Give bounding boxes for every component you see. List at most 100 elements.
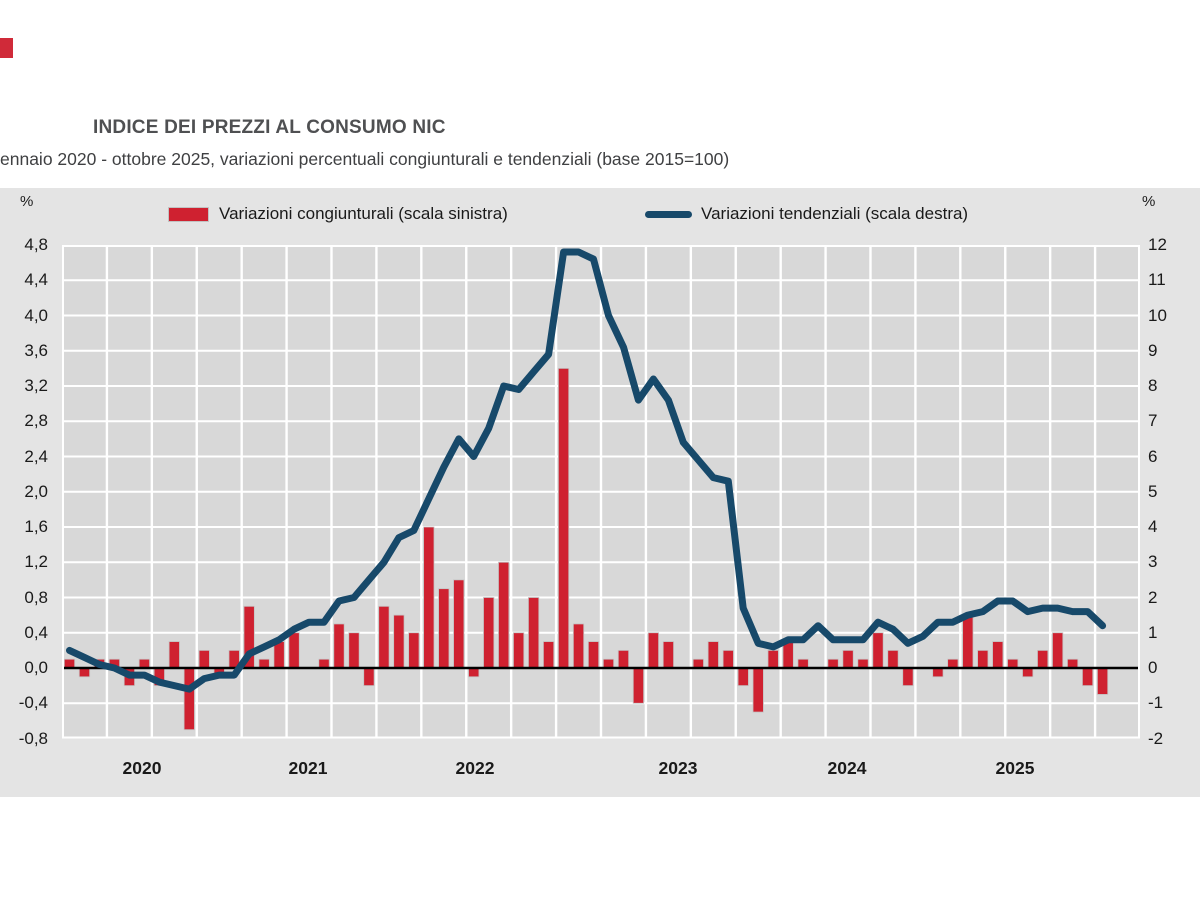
bar-congiunturale <box>288 632 300 669</box>
left-axis-unit: % <box>20 193 34 210</box>
bar-congiunturale <box>767 649 779 669</box>
right-axis-tick: 3 <box>1148 552 1158 572</box>
bar-congiunturale <box>378 605 390 669</box>
right-axis-tick: 9 <box>1148 340 1158 360</box>
x-axis-year-label: 2021 <box>288 758 328 778</box>
bar-congiunturale <box>977 649 989 669</box>
bar-congiunturale <box>1067 658 1079 669</box>
legend-item-congiunturali: Variazioni congiunturali (scala sinistra… <box>168 203 508 225</box>
x-axis-year-label: 2020 <box>122 758 162 778</box>
left-axis-tick: 1,6 <box>24 517 48 536</box>
right-axis-tick: 10 <box>1148 305 1167 325</box>
bar-congiunturale <box>572 623 585 669</box>
bar-congiunturale <box>423 526 435 669</box>
bar-congiunturale <box>647 632 660 669</box>
bar-congiunturale <box>602 658 615 669</box>
bar-congiunturale <box>752 667 764 713</box>
bar-congiunturale <box>737 667 749 687</box>
bar-congiunturale <box>78 667 91 678</box>
left-axis-tick: 4,0 <box>24 305 48 325</box>
bar-congiunturale <box>782 641 794 669</box>
right-axis-tick: 5 <box>1148 481 1158 501</box>
bar-congiunturale <box>947 658 959 669</box>
bar-congiunturale <box>962 614 974 669</box>
bar-congiunturale <box>1037 649 1049 669</box>
right-axis-tick: 4 <box>1148 517 1158 536</box>
x-axis-year-label: 2023 <box>658 758 698 778</box>
left-axis-tick: 1,2 <box>24 552 48 572</box>
bar-congiunturale <box>438 588 450 669</box>
right-axis-tick: 0 <box>1148 658 1158 677</box>
right-axis-tick: 12 <box>1148 235 1167 254</box>
legend-label-tendenziali: Variazioni tendenziali (scala destra) <box>701 204 969 223</box>
cropped-logo-mark <box>0 38 13 58</box>
bar-congiunturale <box>887 649 899 669</box>
right-axis-tick: 1 <box>1148 622 1158 642</box>
x-axis-year-label: 2024 <box>827 758 867 778</box>
chart-canvas <box>62 245 1140 739</box>
bar-congiunturale <box>587 641 600 669</box>
bar-congiunturale <box>273 641 285 669</box>
bar-congiunturale <box>198 649 210 669</box>
left-axis-tick: 3,6 <box>24 340 48 360</box>
bar-congiunturale <box>842 649 854 669</box>
bar-congiunturale <box>393 614 405 669</box>
line-tendenziale <box>66 248 1107 693</box>
bar-congiunturale <box>498 561 510 669</box>
bar-congiunturale <box>557 367 570 669</box>
right-axis-unit: % <box>1142 193 1156 210</box>
bar-congiunturale <box>872 632 884 669</box>
right-axis-tick: 8 <box>1148 376 1158 395</box>
left-axis-tick: 0,0 <box>24 658 48 677</box>
right-axis-tick: 7 <box>1148 411 1158 431</box>
bar-congiunturale <box>258 658 270 669</box>
left-axis-tick: 0,8 <box>24 587 48 607</box>
bar-congiunturale <box>632 667 645 704</box>
right-axis-tick: -2 <box>1148 728 1164 748</box>
bar-congiunturale <box>662 641 674 669</box>
left-axis-tick: -0,8 <box>18 728 48 748</box>
bar-congiunturale <box>318 658 330 669</box>
bar-congiunturale <box>348 632 360 669</box>
legend-label-congiunturali: Variazioni congiunturali (scala sinistra… <box>219 204 508 223</box>
line-series-swatch-icon <box>645 210 692 218</box>
bar-congiunturale <box>408 632 420 669</box>
bar-congiunturale <box>797 658 809 669</box>
bar-congiunturale <box>707 641 719 669</box>
bar-congiunturale <box>827 658 839 669</box>
chart-subtitle: ennaio 2020 - ottobre 2025, variazioni p… <box>0 149 730 169</box>
left-axis-tick: 4,8 <box>24 235 48 254</box>
bar-congiunturale <box>1096 667 1109 695</box>
left-axis-tick: 2,8 <box>24 411 48 431</box>
bar-congiunturale <box>902 667 914 687</box>
x-axis-year-label: 2022 <box>455 758 495 778</box>
bar-congiunturale <box>1022 667 1034 678</box>
left-axis-tick: 3,2 <box>24 376 48 395</box>
left-axis-tick: 2,0 <box>24 481 48 501</box>
bar-congiunturale <box>1007 658 1019 669</box>
bar-congiunturale <box>528 597 540 669</box>
right-axis-tick: 11 <box>1148 270 1166 290</box>
left-axis-tick: 2,4 <box>24 446 48 466</box>
bar-series-swatch-icon <box>168 206 209 222</box>
right-axis-tick: -1 <box>1148 693 1164 713</box>
bar-congiunturale <box>992 641 1004 669</box>
bar-congiunturale <box>63 658 76 669</box>
bar-congiunturale <box>483 597 495 669</box>
right-axis-tick: 2 <box>1148 587 1158 607</box>
bar-congiunturale <box>1081 667 1094 687</box>
chart-title: INDICE DEI PREZZI AL CONSUMO NIC <box>93 117 446 138</box>
left-axis-tick: -0,4 <box>18 693 48 713</box>
bar-congiunturale <box>932 667 944 678</box>
legend-item-tendenziali: Variazioni tendenziali (scala destra) <box>645 203 968 225</box>
bar-congiunturale <box>857 658 869 669</box>
left-axis-tick: 4,4 <box>24 270 48 290</box>
bar-congiunturale <box>363 667 375 687</box>
bar-congiunturale <box>168 641 180 669</box>
bar-congiunturale <box>692 658 704 669</box>
bar-congiunturale <box>542 641 555 669</box>
bar-congiunturale <box>138 658 150 669</box>
left-axis-tick: 0,4 <box>24 622 48 642</box>
bar-congiunturale <box>183 667 195 731</box>
